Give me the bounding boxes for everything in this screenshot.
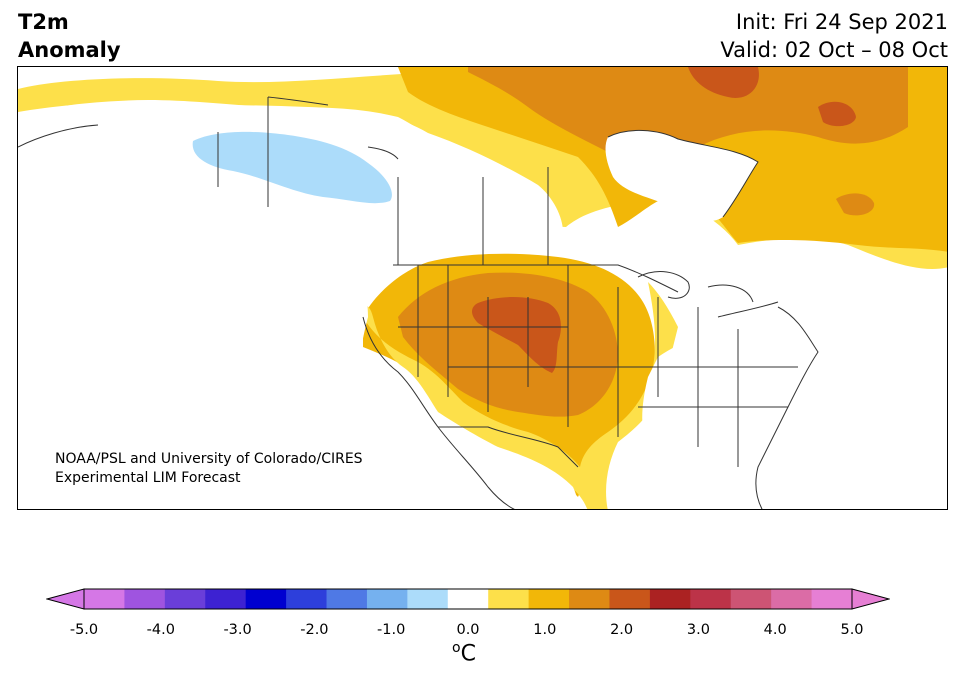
map-borders	[18, 96, 819, 509]
great-lakes	[637, 271, 779, 318]
us-states-east	[617, 287, 798, 467]
arctic-coast	[18, 96, 399, 160]
unit-degree: o	[452, 640, 461, 656]
colorbar-segment	[649, 589, 691, 609]
colorbar-unit: oC	[452, 640, 476, 666]
colorbar-segment	[811, 589, 853, 609]
colorbar-tick-label: -1.0	[377, 622, 406, 638]
colorbar-tick-label: -3.0	[223, 622, 252, 638]
colorbar-segment	[771, 589, 813, 609]
colorbar-tick-label: 5.0	[840, 622, 864, 638]
colorbar-segment	[84, 589, 125, 609]
valid-range: Valid: 02 Oct – 08 Oct	[720, 38, 948, 62]
colorbar-tick-label: 0.0	[456, 622, 480, 638]
colorbar-frame	[83, 588, 853, 610]
map-title: T2m Anomaly	[18, 8, 121, 64]
anomaly-region-orange-us	[398, 272, 618, 417]
init-date: Init: Fri 24 Sep 2021	[735, 10, 948, 34]
colorbar-segment	[245, 589, 287, 609]
map-title-line1: T2m	[18, 10, 69, 34]
colorbar-segment	[569, 589, 610, 609]
colorbar-tick-label: 1.0	[533, 622, 557, 638]
anomaly-region-darkorange-northeast	[688, 67, 759, 98]
neutral-region-pacific	[18, 217, 457, 509]
colorbar	[46, 588, 890, 610]
anomaly-map	[17, 66, 948, 510]
anomaly-region-yellow-us	[361, 282, 678, 509]
colorbar-segment	[205, 589, 247, 609]
anomaly-region-orange-labrador	[836, 193, 875, 216]
colorbar-segment	[447, 589, 489, 609]
credit-text: NOAA/PSL and University of Colorado/CIRE…	[55, 450, 363, 488]
colorbar-segment	[528, 589, 570, 609]
colorbar-tick-label: 3.0	[686, 622, 710, 638]
colorbar-under-arrow	[46, 588, 85, 610]
unit-letter: C	[460, 641, 476, 667]
east-coast	[755, 306, 819, 509]
colorbar-segment	[488, 589, 530, 609]
colorbar-tick-label: -5.0	[69, 622, 99, 638]
colorbar-segment	[164, 589, 206, 609]
colorbar-segment	[286, 589, 328, 609]
credit-line1: NOAA/PSL and University of Colorado/CIRE…	[55, 451, 363, 467]
colorbar-segment	[124, 589, 166, 609]
colorbar-tick-label: -2.0	[300, 622, 329, 638]
us-canada-border	[393, 264, 679, 293]
neutral-region-southeast-us	[642, 328, 809, 509]
colorbar-tick-label: -4.0	[146, 622, 175, 638]
colorbar-segment	[690, 589, 732, 609]
colorbar-segment	[326, 589, 368, 609]
colorbar-over-arrow	[851, 588, 890, 610]
neutral-region-mexico	[488, 447, 578, 509]
neutral-region-hudson	[605, 130, 758, 222]
us-states-west	[398, 265, 618, 427]
map-canvas	[18, 67, 947, 509]
anomaly-region-darkorange-us	[472, 297, 561, 373]
colorbar-tick-label: 4.0	[763, 622, 787, 638]
canada-provinces	[217, 97, 549, 265]
anomaly-region-orange-northeast	[468, 67, 908, 158]
mexico-border	[438, 426, 579, 468]
forecast-dates: Init: Fri 24 Sep 2021 Valid: 02 Oct – 08…	[720, 8, 948, 64]
map-title-line2: Anomaly	[18, 38, 121, 62]
colorbar-tick-label: 2.0	[610, 622, 634, 638]
credit-line2: Experimental LIM Forecast	[55, 470, 241, 486]
colorbar-segment	[609, 589, 651, 609]
hudson-bay-shore	[607, 129, 759, 218]
coastline-west	[362, 316, 515, 509]
anomaly-region-darkorange-baffin	[818, 101, 856, 127]
colorbar-segment	[407, 589, 449, 609]
colorbar-segment	[366, 589, 408, 609]
anomaly-region-lightblue	[192, 131, 392, 204]
colorbar-segment	[730, 589, 772, 609]
